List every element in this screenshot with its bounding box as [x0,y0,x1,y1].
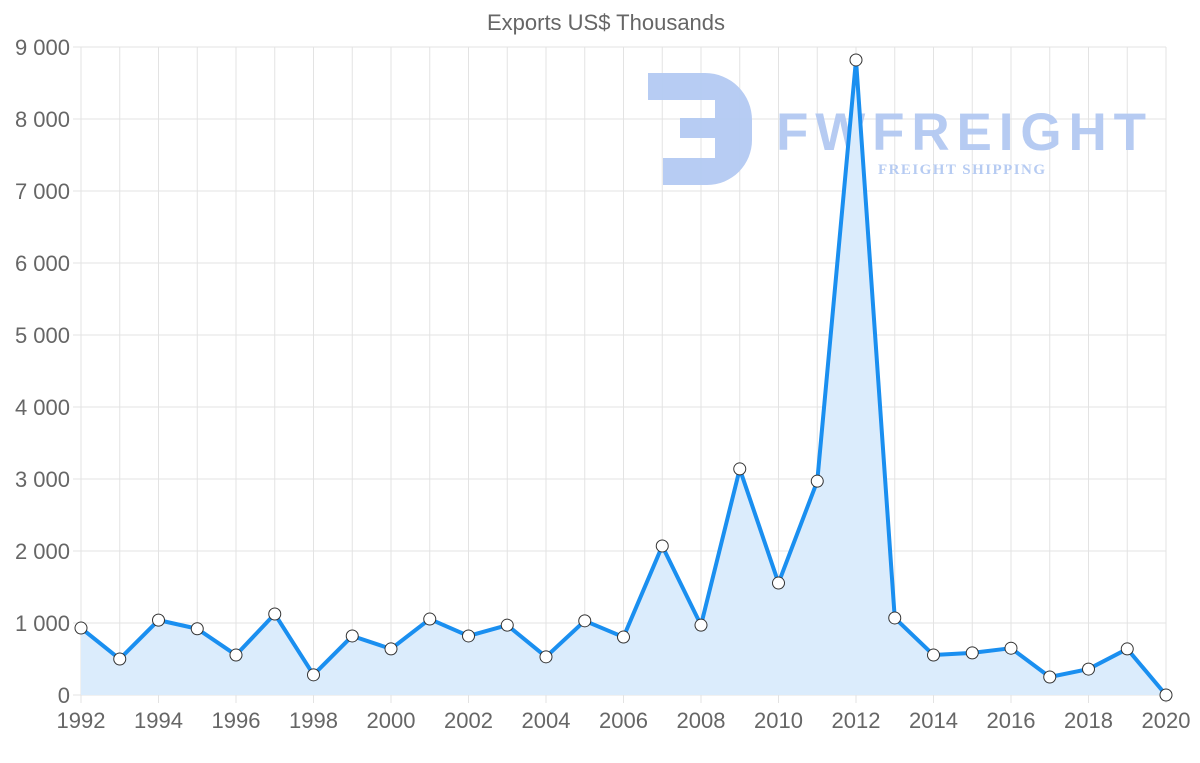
x-tick-label: 2008 [677,708,726,733]
data-point [617,630,630,644]
data-point [462,629,475,643]
x-tick-label: 2016 [987,708,1036,733]
data-point [423,612,437,626]
data-point [1159,688,1173,702]
data-point [268,607,282,621]
y-tick-label: 7 000 [15,179,70,204]
x-tick-label: 2014 [909,708,958,733]
x-tick-label: 2002 [444,708,493,733]
y-tick-label: 0 [58,683,70,708]
data-point [1120,642,1134,656]
y-axis-ticks: 0 1 000 2 000 3 000 4 000 5 000 6 000 7 000 8 00… [15,35,70,708]
y-tick-label: 3 000 [15,467,70,492]
data-point [578,614,592,628]
y-tick-label: 9 000 [15,35,70,60]
watermark-brand: FWFREIGHT [776,103,1146,162]
y-tick-label: 1 000 [15,611,70,636]
x-tick-label: 1994 [134,708,183,733]
data-point [229,648,243,662]
data-point [500,618,514,632]
data-point [927,648,940,662]
data-point [888,611,902,625]
grid [73,46,1167,703]
data-points [74,53,1173,702]
data-point [772,576,785,590]
y-tick-label: 2 000 [15,539,70,564]
x-tick-label: 2012 [832,708,881,733]
data-point [733,462,747,476]
x-tick-label: 2018 [1064,708,1113,733]
x-tick-label: 2020 [1142,708,1191,733]
x-axis-ticks: 1992 1994 1996 1998 2000 2002 2004 2006 2008 2010… [57,708,1191,733]
x-tick-label: 1992 [57,708,106,733]
data-point [74,621,88,635]
x-tick-label: 2006 [599,708,648,733]
y-tick-label: 5 000 [15,323,70,348]
data-point [539,650,553,664]
data-point [694,618,708,632]
x-tick-label: 2004 [522,708,571,733]
data-point [1082,662,1095,676]
data-point [384,642,398,656]
y-tick-label: 6 000 [15,251,70,276]
data-point [965,646,979,660]
watermark-logo: FWFREIGHT FREIGHT SHIPPING [648,73,1146,185]
data-point [152,613,165,627]
data-point [810,474,824,488]
watermark-tagline: FREIGHT SHIPPING [878,162,1045,178]
x-tick-label: 2000 [367,708,416,733]
y-tick-label: 8 000 [15,107,70,132]
chart-title: Exports US$ Thousands [487,10,725,35]
data-point [190,622,204,636]
x-tick-label: 1998 [289,708,338,733]
logo-mark-icon [648,73,752,185]
data-point [113,652,127,666]
data-point [307,668,320,682]
area-fill [81,59,1166,695]
x-tick-label: 2010 [754,708,803,733]
y-tick-label: 4 000 [15,395,70,420]
data-point [849,53,863,67]
data-point [1004,641,1018,655]
data-point [1043,670,1057,684]
data-point [345,629,359,643]
x-tick-label: 1996 [212,708,261,733]
data-point [655,539,669,553]
